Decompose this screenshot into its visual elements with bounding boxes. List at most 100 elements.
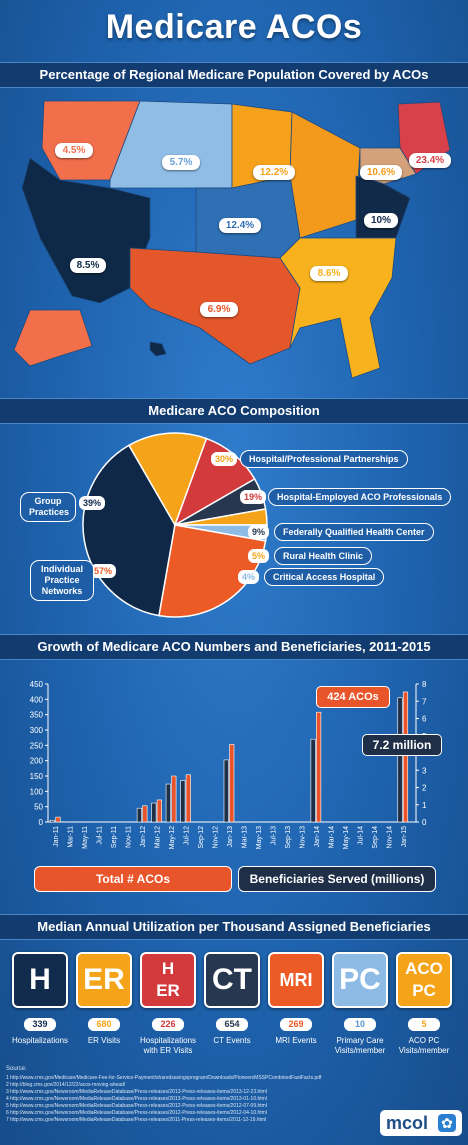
- right-tick-label: 6: [422, 715, 427, 724]
- annotation-total-acos: 424 ACOs: [316, 686, 390, 708]
- left-tick-label: 200: [30, 757, 44, 766]
- util-icon: ACO PC: [396, 952, 452, 1008]
- us-map: [13, 100, 451, 379]
- util-caption: MRI Events: [275, 1036, 317, 1045]
- source-line[interactable]: 4 http://www.cms.gov/Newsroom/MediaRelea…: [6, 1096, 267, 1102]
- bar-beneficiaries: [136, 807, 142, 823]
- bar-beneficiaries: [165, 783, 171, 823]
- x-tick-label: Jan-11: [53, 826, 60, 847]
- left-tick-label: 400: [30, 695, 44, 704]
- pie-label-rural-clinic: Rural Health Clinic: [274, 547, 373, 565]
- util-value: 5: [408, 1018, 440, 1031]
- x-tick-label: Jan-13: [227, 826, 234, 848]
- source-line[interactable]: 6 http://www.cms.gov/Newsroom/MediaRelea…: [6, 1110, 267, 1116]
- bar-beneficiaries: [180, 780, 186, 823]
- x-tick-label: Mar-11: [68, 826, 75, 848]
- pie-label-individual-networks: Individual Practice Networks: [30, 560, 94, 601]
- right-tick-label: 1: [422, 801, 427, 810]
- left-tick-label: 350: [30, 711, 44, 720]
- left-tick-label: 250: [30, 741, 44, 750]
- pie-pct-rural-clinic: 5%: [248, 549, 270, 563]
- x-tick-label: Jul-12: [184, 826, 191, 845]
- left-tick-label: 100: [30, 787, 44, 796]
- region-mountain-north: [109, 100, 233, 189]
- x-tick-label: Jan-14: [314, 826, 321, 848]
- x-tick-label: Sep-14: [372, 826, 379, 849]
- util-value: 339: [24, 1018, 56, 1031]
- map-label-south-central: 6.9%: [200, 302, 238, 317]
- region-pacific-northwest: [41, 100, 141, 181]
- source-line[interactable]: 5 http://www.cms.gov/Newsroom/MediaRelea…: [6, 1103, 267, 1109]
- x-tick-label: May-14: [343, 826, 350, 849]
- map-label-pacific-northwest: 4.5%: [55, 143, 93, 158]
- bar-total-acos: [229, 744, 235, 823]
- x-tick-label: Jan-15: [401, 826, 408, 848]
- x-tick-label: Nov-12: [213, 826, 220, 849]
- bar-total-acos: [156, 799, 162, 823]
- legend-total-acos: Total # ACOs: [34, 866, 232, 892]
- bar-beneficiaries: [397, 697, 403, 823]
- left-tick-label: 450: [30, 680, 44, 689]
- pie-pct-individual-networks: 57%: [90, 564, 117, 578]
- util-value: 226: [152, 1018, 184, 1031]
- bar-beneficiaries: [310, 738, 316, 823]
- x-tick-label: Jul-14: [357, 826, 364, 845]
- region-great-lakes: [289, 111, 361, 239]
- util-icon: CT: [204, 952, 260, 1008]
- map-section-header: Percentage of Regional Medicare Populati…: [0, 62, 468, 88]
- pie-section-header: Medicare ACO Composition: [0, 398, 468, 424]
- region-central-plains: [195, 175, 301, 259]
- bar-beneficiaries: [151, 802, 157, 823]
- x-tick-label: Nov-14: [386, 826, 393, 849]
- left-tick-label: 0: [39, 818, 44, 827]
- source-line[interactable]: 1 http://www.cms.gov/Medicare/Medicare-F…: [6, 1075, 322, 1081]
- util-caption: Primary Care Visits/member: [334, 1036, 386, 1055]
- growth-section-header: Growth of Medicare ACO Numbers and Benef…: [0, 634, 468, 660]
- util-caption: CT Events: [213, 1036, 251, 1045]
- brand-logo-text: mcol: [386, 1113, 429, 1133]
- right-tick-label: 0: [422, 818, 427, 827]
- map-label-west: 8.5%: [70, 258, 106, 273]
- x-tick-label: Sep-11: [111, 826, 118, 848]
- util-section-header: Median Annual Utilization per Thousand A…: [0, 914, 468, 940]
- map-label-southeast: 8.6%: [310, 266, 348, 281]
- map-label-upper-midwest: 12.2%: [253, 165, 295, 180]
- bar-total-acos: [171, 775, 177, 823]
- pie-pct-group-practices: 39%: [79, 496, 106, 510]
- gear-icon: ✿: [438, 1114, 456, 1132]
- bar-total-acos: [185, 774, 191, 823]
- bar-total-acos: [142, 805, 148, 823]
- util-value: 654: [216, 1018, 248, 1031]
- util-caption: ER Visits: [87, 1036, 121, 1045]
- pie-pct-hospital-partnerships: 30%: [211, 452, 238, 466]
- bar-beneficiaries: [223, 759, 229, 823]
- sources-heading: Source:: [6, 1066, 27, 1072]
- right-tick-label: 7: [422, 697, 427, 706]
- annotation-beneficiaries: 7.2 million: [362, 734, 442, 756]
- pie-slice: [127, 432, 208, 527]
- x-tick-label: Jul-13: [270, 826, 277, 845]
- x-tick-label: Jul-11: [97, 826, 104, 845]
- left-tick-label: 150: [30, 772, 44, 781]
- source-line[interactable]: 7 http://www.cms.gov/Newsroom/MediaRelea…: [6, 1117, 267, 1123]
- left-tick-label: 300: [30, 726, 44, 735]
- util-icon: H ER: [140, 952, 196, 1008]
- region-southeast: [279, 237, 397, 379]
- util-icon: H: [12, 952, 68, 1008]
- map-label-central-plains: 12.4%: [219, 218, 261, 233]
- page-title: Medicare ACOs: [105, 8, 363, 46]
- source-line[interactable]: 3 http://www.cms.gov/Newsroom/MediaRelea…: [6, 1089, 267, 1095]
- pie-pct-critical-access: 4%: [238, 570, 260, 584]
- util-value: 680: [88, 1018, 120, 1031]
- pie-label-fqhc: Federally Qualified Health Center: [274, 523, 434, 541]
- brand-logo: mcol ✿: [380, 1110, 462, 1136]
- x-tick-label: Jan-12: [140, 826, 147, 848]
- pie-label-hospital-partnerships: Hospital/Professional Partnerships: [240, 450, 408, 468]
- x-tick-label: Mar-13: [241, 826, 248, 848]
- map-label-great-lakes: 10.6%: [360, 165, 402, 180]
- right-tick-label: 3: [422, 766, 427, 775]
- bar-total-acos: [316, 711, 322, 823]
- util-value: 269: [280, 1018, 312, 1031]
- x-tick-label: May-12: [169, 826, 176, 849]
- source-line[interactable]: 2 http://blog.cms.gov/2014/12/22/acos-mo…: [6, 1082, 126, 1088]
